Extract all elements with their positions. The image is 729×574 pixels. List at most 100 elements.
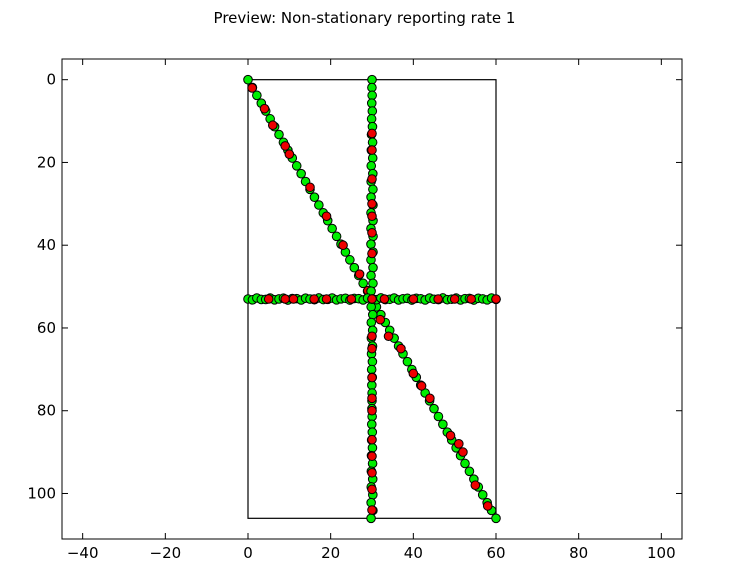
data-point-green [433,411,444,422]
data-point-green [366,114,377,124]
data-point-red [367,434,377,445]
data-point-green [367,106,378,116]
data-point-red [383,331,394,342]
data-point-green [366,317,377,328]
data-point-red [470,480,481,491]
data-point-green [367,443,378,453]
data-point-red [367,372,377,383]
data-point-green [366,364,377,375]
data-point-red [321,211,332,222]
data-point-green [296,168,306,179]
plot-content [243,74,501,524]
data-point-red [268,120,278,131]
data-point-green [477,490,488,500]
data-point-red [309,294,319,304]
data-point-green [243,74,253,85]
x-tick-label: −20 [150,544,182,562]
data-point-red [491,294,501,304]
data-point-red [280,294,291,304]
data-point-red [367,484,377,495]
data-point-red [367,211,377,222]
y-tick-label: 20 [37,153,56,171]
data-point-red [338,240,348,251]
data-point-red [458,447,468,457]
series-horizontal [243,293,501,305]
data-point-green [367,82,377,93]
data-point-green [366,161,377,171]
y-tick-label: 0 [46,71,56,89]
series-diagonal [243,74,501,524]
data-point-red [379,294,390,304]
x-tick-label: 100 [647,544,676,562]
data-point-green [327,223,337,234]
data-point-red [367,174,377,184]
data-point-green [460,458,470,469]
y-tick-label: 100 [27,484,56,502]
data-point-red [367,227,377,238]
data-point-green [358,278,368,289]
data-point-green [349,262,360,273]
data-point-red [305,182,315,193]
x-tick-label: 20 [321,544,340,562]
y-tick-label: 80 [37,402,56,420]
data-point-green [438,419,448,430]
y-tick-label: 60 [37,319,56,337]
data-point-green [464,466,475,477]
data-point-red [367,294,377,304]
data-point-green [368,184,378,195]
data-point-red [288,294,299,304]
data-point-red [375,314,386,325]
data-point-red [416,381,427,391]
x-tick-label: 60 [486,544,505,562]
data-point-red [367,505,377,515]
data-point-green [366,270,376,281]
series-vertical [366,74,378,524]
data-point-red [321,294,332,304]
data-point-green [367,90,377,101]
data-point-green [252,90,262,101]
data-point-red [284,149,295,159]
data-point-green [366,419,377,430]
x-tick-label: −40 [67,544,99,562]
data-point-green [366,239,376,249]
data-point-red [367,331,377,342]
data-point-green [331,231,342,242]
data-point-red [367,145,377,155]
data-point-green [491,513,501,524]
data-point-green [366,513,376,524]
x-tick-label: 40 [404,544,423,562]
x-tick-label: 80 [569,544,588,562]
data-point-red [354,269,365,279]
data-point-green [366,98,377,108]
data-point-red [408,368,419,379]
data-point-red [466,294,477,304]
data-point-red [396,343,406,354]
data-point-red [482,501,493,511]
data-point-red [449,294,460,304]
data-point-green [402,356,413,367]
data-point-red [367,199,377,209]
y-tick-label: 40 [37,236,56,254]
data-point-green [274,129,284,140]
data-point-red [367,405,377,416]
x-tick-label: 0 [243,544,253,562]
data-point-green [368,262,378,273]
data-point-red [367,343,377,354]
data-point-red [280,141,291,151]
data-point-green [367,153,378,163]
data-point-green [367,309,378,320]
data-point-red [263,294,274,304]
data-point-red [367,393,377,404]
data-point-red [346,294,357,304]
data-point-red [259,103,270,114]
data-point-green [429,403,439,414]
data-point-red [367,128,377,139]
chart-title: Preview: Non-stationary reporting rate 1 [213,9,516,27]
data-point-red [425,393,435,404]
data-point-red [367,248,377,259]
data-point-red [367,467,377,478]
data-point-green [368,278,378,289]
data-point-red [433,294,443,304]
